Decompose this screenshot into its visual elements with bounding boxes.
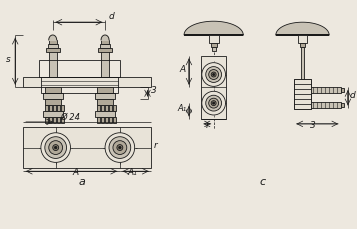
Bar (105, 117, 108, 123)
Bar (97, 105, 100, 111)
Bar (300, 43, 306, 47)
Polygon shape (101, 35, 109, 40)
Circle shape (113, 141, 127, 155)
Circle shape (211, 101, 216, 106)
Bar (49, 117, 52, 123)
Circle shape (209, 70, 218, 79)
Bar (49, 48, 57, 77)
Bar (293, 104, 311, 109)
Bar (301, 47, 305, 89)
Bar (109, 117, 112, 123)
Bar (98, 48, 112, 52)
Circle shape (41, 133, 70, 162)
Bar (293, 89, 311, 94)
Bar (23, 77, 151, 87)
Text: A: A (180, 65, 186, 74)
Bar (57, 105, 60, 111)
Polygon shape (49, 35, 57, 40)
Bar (341, 88, 344, 92)
Bar (105, 105, 108, 111)
Bar (101, 117, 104, 123)
Circle shape (49, 141, 62, 155)
Bar (95, 93, 115, 99)
Text: 3: 3 (151, 86, 157, 95)
Bar (43, 111, 62, 117)
Circle shape (202, 63, 226, 86)
Bar (23, 127, 151, 168)
Circle shape (209, 98, 218, 108)
Bar (53, 117, 56, 123)
Polygon shape (184, 21, 243, 35)
Bar (41, 77, 118, 93)
Text: r: r (154, 141, 157, 150)
Bar (298, 35, 307, 43)
Text: Ø 24: Ø 24 (61, 113, 81, 122)
Bar (293, 99, 311, 104)
Bar (311, 102, 341, 108)
Bar (39, 60, 120, 77)
Text: A₁: A₁ (177, 104, 187, 113)
Bar (293, 94, 311, 99)
Circle shape (206, 67, 222, 82)
Circle shape (53, 144, 59, 150)
Bar (209, 35, 218, 43)
Text: d: d (109, 12, 115, 21)
Bar (341, 103, 344, 107)
Text: s: s (6, 55, 11, 64)
Bar (109, 105, 112, 111)
Circle shape (213, 74, 215, 76)
Text: r: r (206, 121, 210, 130)
Polygon shape (276, 22, 329, 35)
Bar (61, 117, 64, 123)
Bar (311, 87, 341, 93)
Bar (211, 43, 217, 47)
Text: A: A (72, 168, 79, 177)
Bar (49, 40, 57, 44)
Circle shape (211, 72, 216, 77)
Text: d: d (350, 91, 356, 100)
Bar (212, 47, 216, 51)
Bar (61, 105, 64, 111)
Text: a: a (79, 177, 86, 187)
Circle shape (55, 146, 57, 149)
Bar (49, 105, 52, 111)
Text: 3: 3 (310, 121, 315, 130)
Bar (100, 44, 110, 48)
Circle shape (119, 146, 121, 149)
Circle shape (206, 95, 222, 111)
Circle shape (202, 91, 226, 115)
Bar (101, 105, 104, 111)
Bar (201, 56, 226, 119)
Bar (43, 93, 62, 99)
Text: c: c (260, 177, 266, 187)
Bar (293, 85, 311, 89)
Bar (48, 44, 58, 48)
Circle shape (117, 144, 123, 150)
Bar (46, 48, 60, 52)
Bar (113, 105, 116, 111)
Bar (95, 111, 115, 117)
Bar (101, 40, 109, 44)
Bar (293, 79, 311, 85)
Bar (97, 117, 100, 123)
Bar (293, 79, 311, 109)
Circle shape (105, 133, 135, 162)
Bar (45, 99, 61, 105)
Bar (45, 87, 61, 93)
Circle shape (109, 137, 131, 158)
Bar (97, 87, 113, 93)
Circle shape (45, 137, 66, 158)
Bar (45, 117, 48, 123)
Bar (53, 105, 56, 111)
Bar (101, 48, 109, 77)
Bar (57, 117, 60, 123)
Circle shape (213, 102, 215, 104)
Bar (97, 99, 113, 105)
Text: A₁: A₁ (128, 168, 137, 177)
Bar (113, 117, 116, 123)
Bar (45, 105, 48, 111)
